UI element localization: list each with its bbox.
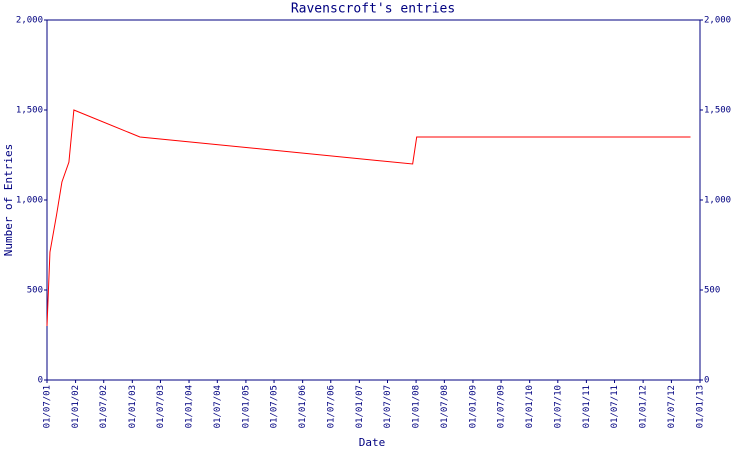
x-tick-label: 01/07/04 bbox=[213, 385, 223, 428]
y-tick-label: 1,000 bbox=[16, 196, 43, 206]
y2-tick-label: 2,000 bbox=[704, 16, 731, 26]
x-tick-label: 01/01/11 bbox=[582, 385, 592, 428]
x-tick-label: 01/07/02 bbox=[99, 385, 109, 428]
x-tick-label: 01/01/08 bbox=[412, 385, 422, 428]
x-tick-label: 01/07/11 bbox=[610, 385, 620, 428]
chart-title: Ravenscroft's entries bbox=[291, 2, 455, 17]
x-tick-label: 01/01/02 bbox=[71, 385, 81, 428]
y-tick-label: 0 bbox=[38, 376, 43, 386]
y2-tick-label: 1,000 bbox=[704, 196, 731, 206]
x-tick-label: 01/01/07 bbox=[355, 385, 365, 428]
x-tick-label: 01/01/10 bbox=[525, 385, 535, 428]
x-tick-label: 01/07/08 bbox=[440, 385, 450, 428]
plot-frame bbox=[46, 19, 701, 381]
y2-tick-label: 0 bbox=[704, 376, 709, 386]
x-tick-label: 01/07/03 bbox=[156, 385, 166, 428]
x-tick-label: 01/07/10 bbox=[553, 385, 563, 428]
x-tick-label: 01/01/03 bbox=[128, 385, 138, 428]
y-tick-label: 1,500 bbox=[16, 106, 43, 116]
y2-tick-label: 1,500 bbox=[704, 106, 731, 116]
x-tick-label: 01/07/12 bbox=[667, 385, 677, 428]
x-tick-label: 01/01/05 bbox=[241, 385, 251, 428]
y-tick-label: 2,000 bbox=[16, 16, 43, 26]
x-axis-title: Date bbox=[359, 436, 386, 449]
x-tick-label: 01/07/07 bbox=[383, 385, 393, 428]
data-line bbox=[46, 109, 691, 327]
x-tick-label: 01/07/01 bbox=[43, 385, 53, 428]
x-tick-label: 01/07/06 bbox=[326, 385, 336, 428]
y-axis-title: Number of Entries bbox=[2, 144, 15, 257]
x-tick-label: 01/07/05 bbox=[270, 385, 280, 428]
x-tick-label: 01/01/04 bbox=[185, 385, 195, 428]
x-tick-label: 01/07/09 bbox=[497, 385, 507, 428]
x-tick-label: 01/01/13 bbox=[696, 385, 706, 428]
x-tick-label: 01/01/12 bbox=[639, 385, 649, 428]
x-tick-label: 01/01/06 bbox=[298, 385, 308, 428]
x-tick-label: 01/01/09 bbox=[468, 385, 478, 428]
y-tick-label: 500 bbox=[27, 286, 43, 296]
y2-tick-label: 500 bbox=[704, 286, 720, 296]
